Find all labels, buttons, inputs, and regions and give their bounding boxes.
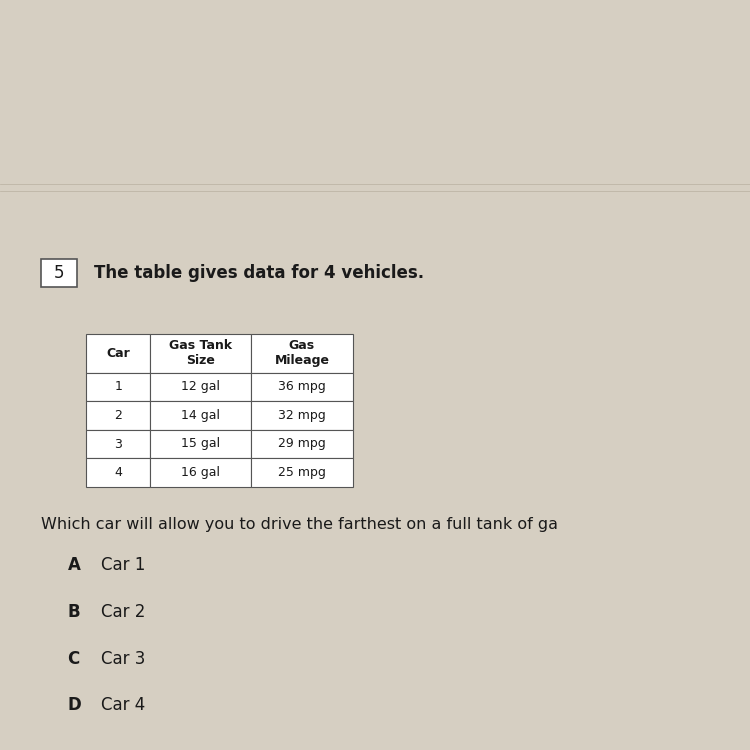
Text: Gas Tank
Size: Gas Tank Size xyxy=(169,339,232,368)
Text: 1: 1 xyxy=(114,380,122,394)
Text: Car 3: Car 3 xyxy=(101,650,146,668)
Text: C: C xyxy=(68,650,80,668)
Text: B: B xyxy=(68,603,80,621)
Text: 12 gal: 12 gal xyxy=(182,380,220,394)
Text: 16 gal: 16 gal xyxy=(182,466,220,479)
Text: 3: 3 xyxy=(114,437,122,451)
Text: Car: Car xyxy=(106,346,130,360)
Text: The table gives data for 4 vehicles.: The table gives data for 4 vehicles. xyxy=(94,264,424,282)
Text: 2: 2 xyxy=(114,409,122,422)
Text: 32 mpg: 32 mpg xyxy=(278,409,326,422)
Text: 15 gal: 15 gal xyxy=(181,437,220,451)
Text: D: D xyxy=(68,696,81,714)
Text: A: A xyxy=(68,556,80,574)
Text: Car 2: Car 2 xyxy=(101,603,146,621)
Text: 36 mpg: 36 mpg xyxy=(278,380,326,394)
Text: 29 mpg: 29 mpg xyxy=(278,437,326,451)
Text: 25 mpg: 25 mpg xyxy=(278,466,326,479)
Text: 5: 5 xyxy=(54,264,64,282)
Text: Which car will allow you to drive the farthest on a full tank of ga: Which car will allow you to drive the fa… xyxy=(41,517,558,532)
Text: 14 gal: 14 gal xyxy=(182,409,220,422)
Text: 4: 4 xyxy=(114,466,122,479)
Text: Car 4: Car 4 xyxy=(101,696,146,714)
Text: Gas
Mileage: Gas Mileage xyxy=(274,339,329,368)
Text: Car 1: Car 1 xyxy=(101,556,146,574)
